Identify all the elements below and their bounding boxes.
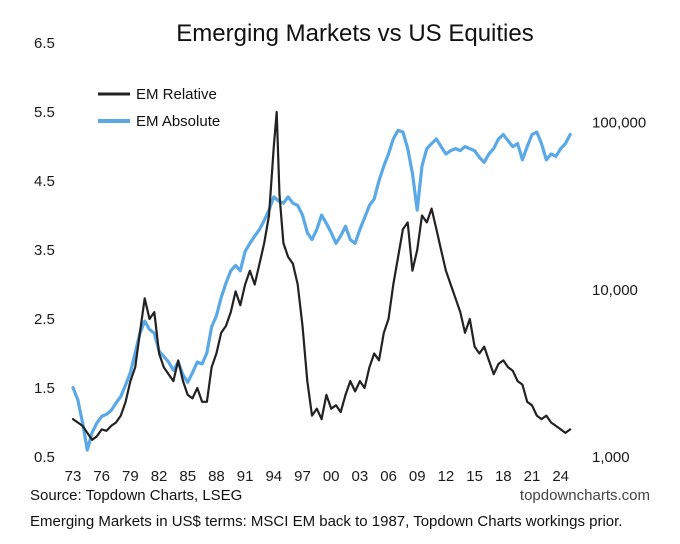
x-tick-label: 79 bbox=[122, 468, 139, 485]
right-tick-label: 1,000 bbox=[592, 449, 630, 466]
right-axis: 1,000 10,000 100,000 bbox=[592, 115, 646, 466]
methodology-note: Emerging Markets in US$ terms: MSCI EM b… bbox=[30, 513, 623, 530]
legend-label-em-absolute: EM Absolute bbox=[136, 113, 220, 130]
x-tick-label: 09 bbox=[409, 468, 426, 485]
x-tick-label: 00 bbox=[323, 468, 340, 485]
x-tick-label: 73 bbox=[65, 468, 82, 485]
legend-label-em-relative: EM Relative bbox=[136, 86, 217, 103]
left-tick-label: 5.5 bbox=[34, 104, 55, 121]
chart-title: Emerging Markets vs US Equities bbox=[176, 20, 533, 47]
left-tick-label: 4.5 bbox=[34, 173, 55, 190]
x-tick-label: 24 bbox=[552, 468, 569, 485]
source-note: Source: Topdown Charts, LSEG bbox=[30, 487, 243, 504]
right-tick-label: 10,000 bbox=[592, 282, 638, 299]
x-tick-label: 06 bbox=[380, 468, 397, 485]
legend: EM Relative EM Absolute bbox=[98, 86, 220, 130]
x-tick-label: 88 bbox=[208, 468, 225, 485]
x-tick-label: 94 bbox=[265, 468, 282, 485]
x-tick-label: 21 bbox=[524, 468, 541, 485]
left-tick-label: 1.5 bbox=[34, 380, 55, 397]
x-tick-label: 76 bbox=[93, 468, 110, 485]
left-tick-label: 6.5 bbox=[34, 35, 55, 52]
x-tick-label: 15 bbox=[466, 468, 483, 485]
x-tick-label: 91 bbox=[237, 468, 254, 485]
left-tick-label: 2.5 bbox=[34, 311, 55, 328]
brand-link[interactable]: topdowncharts.com bbox=[519, 487, 650, 504]
series-line-em-absolute bbox=[71, 128, 572, 452]
left-axis: 0.5 1.5 2.5 3.5 4.5 5.5 6.5 bbox=[34, 35, 55, 466]
x-tick-label: 85 bbox=[179, 468, 196, 485]
x-tick-label: 18 bbox=[495, 468, 512, 485]
left-tick-label: 0.5 bbox=[34, 449, 55, 466]
x-tick-label: 03 bbox=[352, 468, 369, 485]
left-tick-label: 3.5 bbox=[34, 242, 55, 259]
x-tick-label: 12 bbox=[438, 468, 455, 485]
x-tick-label: 97 bbox=[294, 468, 311, 485]
x-tick-label: 82 bbox=[151, 468, 168, 485]
plot-area bbox=[71, 110, 572, 452]
series-line-em-relative bbox=[71, 110, 572, 441]
right-tick-label: 100,000 bbox=[592, 115, 646, 132]
x-axis: 73 76 79 82 85 88 91 94 97 00 03 06 09 12 15 18 21 24 bbox=[65, 468, 569, 485]
